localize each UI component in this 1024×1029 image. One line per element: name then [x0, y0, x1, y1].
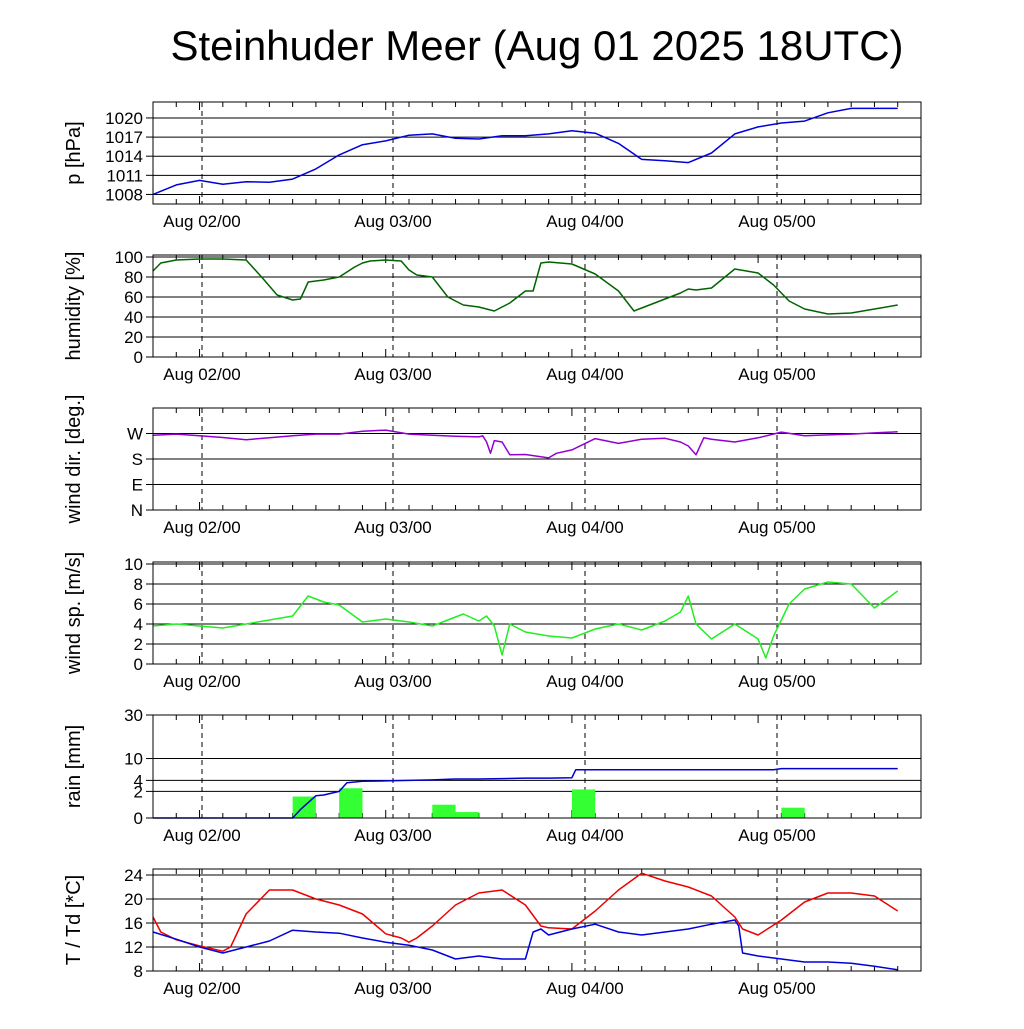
wind-dir-y-tick-label: W	[127, 425, 143, 444]
temperature-y-tick-label: 16	[124, 914, 143, 933]
rain-y-tick-label: 0	[134, 809, 143, 828]
temperature-line	[152, 872, 899, 952]
wind-dir-y-tick-label: N	[131, 501, 143, 520]
dewpoint-line	[152, 919, 898, 971]
rain-x-tick-label: Aug 05/00	[738, 826, 816, 845]
temperature-y-tick-label: 24	[124, 866, 143, 885]
temperature-y-tick-label: 8	[134, 962, 143, 981]
wind-speed-y-tick-label: 10	[124, 555, 143, 574]
wind-speed-y-tick-label: 8	[134, 575, 143, 594]
rain-bar	[571, 789, 596, 818]
rain-y-tick-label: 4	[134, 771, 143, 790]
wind-dir-x-tick-label: Aug 02/00	[163, 518, 241, 537]
humidity-y-tick-label: 20	[124, 328, 143, 347]
temperature-frame	[152, 868, 922, 972]
wind-speed-x-tick-label: Aug 05/00	[738, 672, 816, 691]
pressure-y-tick-label: 1014	[105, 147, 143, 166]
rain-bar	[455, 812, 479, 818]
wind-speed-y-tick-label: 6	[134, 595, 143, 614]
wind-dir-x-tick-label: Aug 04/00	[546, 518, 624, 537]
rain-frame	[152, 714, 922, 819]
humidity-y-axis-label: humidity [%]	[63, 252, 85, 361]
pressure-x-tick-label: Aug 02/00	[163, 212, 241, 231]
chart-title: Steinhuder Meer (Aug 01 2025 18UTC)	[170, 22, 904, 69]
wind-dir-y-tick-label: S	[132, 450, 143, 469]
humidity-x-tick-label: Aug 03/00	[354, 365, 432, 384]
pressure-y-tick-label: 1017	[105, 128, 143, 147]
rain-y-axis-label: rain [mm]	[63, 725, 85, 808]
pressure-x-tick-label: Aug 04/00	[546, 212, 624, 231]
rain-y-tick-label: 10	[124, 750, 143, 769]
rain-x-tick-label: Aug 03/00	[354, 826, 432, 845]
humidity-line	[152, 258, 898, 315]
pressure-x-tick-label: Aug 03/00	[354, 212, 432, 231]
humidity-x-tick-label: Aug 04/00	[546, 365, 624, 384]
rain-cumulative-line	[153, 767, 898, 819]
temperature-x-tick-label: Aug 02/00	[163, 979, 241, 998]
wind-dir-x-tick-label: Aug 03/00	[354, 518, 432, 537]
wind-speed-line	[152, 581, 899, 659]
wind-dir-y-axis-label: wind dir. [deg.]	[63, 395, 85, 525]
humidity-y-tick-label: 100	[115, 248, 143, 267]
pressure-y-axis-label: p [hPa]	[63, 121, 85, 184]
wind-dir-x-tick-label: Aug 05/00	[738, 518, 816, 537]
pressure-y-tick-label: 1011	[106, 166, 143, 185]
temperature-x-tick-label: Aug 05/00	[738, 979, 816, 998]
rain-x-tick-label: Aug 02/00	[163, 826, 241, 845]
temperature-x-tick-label: Aug 04/00	[546, 979, 624, 998]
humidity-y-tick-label: 80	[124, 268, 143, 287]
rain-x-tick-label: Aug 04/00	[546, 826, 624, 845]
wind-dir-frame	[152, 407, 922, 511]
temperature-x-tick-label: Aug 03/00	[354, 979, 432, 998]
wind-speed-frame	[152, 561, 922, 665]
wind-speed-x-tick-label: Aug 03/00	[354, 672, 432, 691]
rain-y-tick-label: 2	[134, 782, 143, 801]
wind-speed-y-tick-label: 0	[134, 655, 143, 674]
humidity-y-tick-label: 40	[124, 308, 143, 327]
wind-dir-line	[152, 429, 898, 459]
rain-panel: 0 24 10 30 Aug 02/00 Aug 03/00 Aug 04/00 Aug 05…	[63, 706, 922, 845]
humidity-x-tick-label: Aug 05/00	[738, 365, 816, 384]
humidity-y-tick-label: 60	[124, 288, 143, 307]
wind-speed-x-tick-label: Aug 04/00	[546, 672, 624, 691]
temperature-y-tick-label: 12	[124, 938, 143, 957]
temperature-y-tick-label: 20	[124, 890, 143, 909]
wind-speed-y-axis-label: wind sp. [m/s]	[63, 552, 85, 675]
pressure-frame	[152, 101, 922, 205]
humidity-x-tick-label: Aug 02/00	[163, 365, 241, 384]
wind-speed-y-tick-label: 4	[134, 615, 143, 634]
rain-bar	[339, 788, 363, 818]
rain-bar	[781, 807, 805, 818]
pressure-line	[152, 107, 898, 196]
wind-speed-y-tick-label: 2	[134, 635, 143, 654]
rain-y-tick-label: 30	[124, 706, 143, 725]
humidity-frame	[152, 254, 922, 358]
pressure-x-tick-label: Aug 05/00	[738, 212, 816, 231]
wind-dir-y-tick-label: E	[132, 476, 143, 495]
pressure-y-tick-label: 1008	[105, 185, 143, 204]
wind-speed-x-tick-label: Aug 02/00	[163, 672, 241, 691]
rain-bar	[432, 804, 456, 818]
pressure-y-tick-label: 1020	[105, 109, 143, 128]
humidity-y-tick-label: 0	[134, 348, 143, 367]
temperature-panel: 8 12 16 20 24 Aug 02/00 Aug 03/00 Aug 04/00 Aug …	[63, 866, 922, 998]
temperature-y-axis-label: T / Td [*C]	[63, 875, 85, 965]
